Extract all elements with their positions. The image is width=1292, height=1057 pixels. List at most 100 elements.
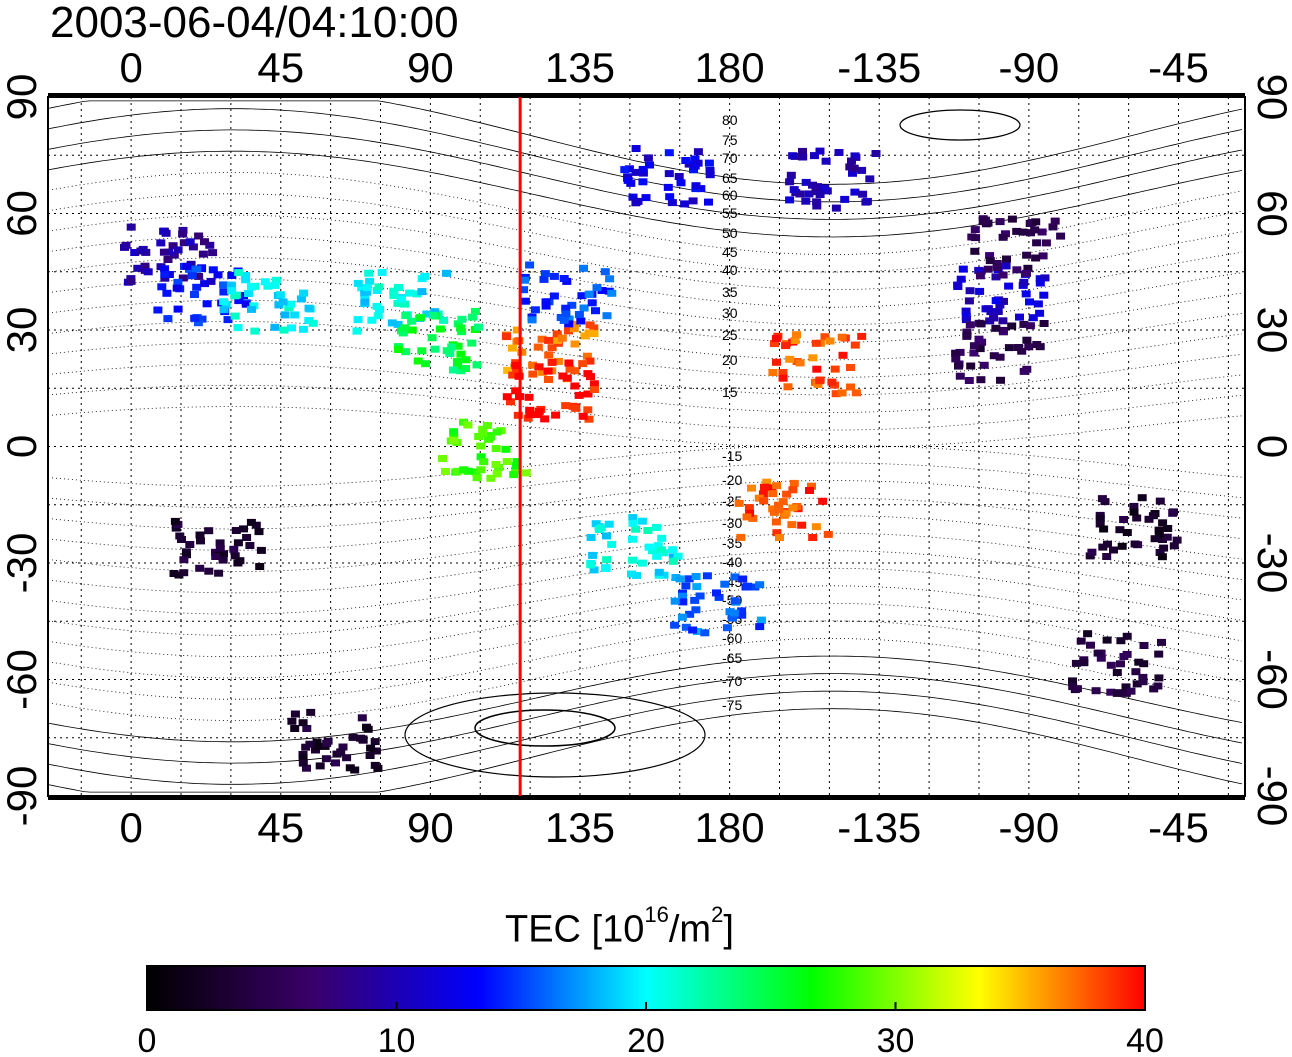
tec-data-point: [153, 306, 163, 314]
tec-data-point: [714, 593, 724, 601]
tec-data-point: [574, 311, 584, 318]
tec-data-point: [564, 359, 574, 367]
tec-data-point: [778, 498, 788, 506]
tec-data-point: [691, 573, 701, 580]
tec-data-point: [430, 345, 440, 353]
tec-data-point: [818, 497, 828, 505]
tec-data-point: [758, 490, 768, 498]
tec-data-point: [160, 274, 170, 282]
tec-data-point: [782, 490, 792, 498]
magnetic-contour-line: [47, 708, 1243, 793]
tec-data-point: [748, 514, 758, 522]
contour-label: -65: [722, 650, 742, 666]
tec-data-point: [163, 256, 173, 263]
tec-data-point: [805, 487, 814, 494]
tec-data-point: [821, 157, 831, 165]
contour-label: 20: [722, 352, 738, 368]
tec-data-point: [544, 376, 553, 383]
tec-data-point: [177, 536, 186, 543]
tec-data-point: [234, 269, 244, 277]
tec-data-point: [190, 291, 199, 298]
tec-data-point: [377, 268, 387, 276]
tec-data-point: [756, 616, 766, 624]
tec-data-point: [509, 471, 519, 479]
tec-data-point: [365, 752, 375, 759]
tec-data-point: [539, 275, 549, 283]
tec-data-point: [298, 719, 308, 727]
tec-data-point: [461, 356, 471, 364]
tec-data-point: [561, 310, 571, 318]
tec-data-point: [476, 466, 486, 474]
tec-data-point: [801, 178, 811, 186]
tec-data-point: [394, 346, 403, 353]
tec-data-point: [525, 406, 535, 414]
tec-data-point: [413, 357, 423, 365]
tec-data-point: [467, 339, 477, 347]
tec-data-point: [654, 568, 664, 576]
tec-data-point: [632, 571, 641, 579]
tec-data-point: [1072, 685, 1082, 693]
tec-data-point: [519, 286, 529, 294]
tec-data-point: [182, 551, 191, 559]
tec-data-point: [774, 506, 784, 513]
tec-data-point: [975, 287, 985, 295]
tec-data-point: [442, 347, 452, 355]
tec-data-point: [964, 297, 974, 305]
tec-data-point: [837, 389, 847, 397]
tec-data-point: [447, 343, 457, 351]
tec-data-point: [230, 312, 240, 320]
tec-data-point: [1015, 313, 1024, 321]
tec-data-point: [456, 367, 466, 375]
tec-data-point: [1122, 632, 1132, 640]
tec-data-point: [857, 166, 867, 174]
tec-data-point: [602, 532, 611, 540]
tec-data-point: [628, 514, 638, 522]
tec-data-point: [478, 425, 488, 433]
tec-data-point: [315, 762, 325, 770]
tec-data-point: [407, 317, 417, 325]
tec-data-point: [1121, 689, 1131, 697]
tec-data-point: [964, 377, 974, 384]
tec-data-point: [1106, 688, 1116, 696]
tec-data-point: [583, 370, 593, 378]
tec-data-point: [1056, 232, 1066, 240]
tec-data-point: [223, 316, 233, 324]
tec-data-point: [226, 281, 236, 289]
tec-data-point: [811, 339, 821, 347]
tec-data-point: [975, 272, 985, 280]
tec-data-point: [362, 284, 372, 292]
tec-data-point: [992, 264, 1002, 272]
tec-data-point: [534, 363, 544, 371]
tec-data-point: [233, 539, 243, 547]
tec-data-point: [995, 301, 1005, 309]
tec-data-point: [439, 316, 449, 324]
x-tick-label-bottom: 180: [695, 804, 765, 851]
x-tick-label-bottom: 45: [257, 804, 304, 851]
tec-data-point: [247, 305, 256, 313]
tec-data-point: [995, 353, 1005, 361]
tec-data-point: [778, 369, 788, 376]
tec-data-point: [1102, 553, 1112, 560]
tec-data-point: [140, 262, 150, 270]
tec-data-point: [812, 198, 822, 206]
x-tick-label-top: -135: [837, 44, 921, 91]
tec-data-point: [1031, 254, 1041, 262]
tec-data-point: [705, 171, 715, 179]
tec-data-point: [1119, 653, 1129, 660]
tec-data-point: [194, 232, 204, 240]
tec-data-point: [190, 314, 200, 322]
tec-data-point: [512, 458, 522, 466]
tec-data-point: [218, 556, 228, 564]
y-tick-label-right: 60: [1249, 190, 1292, 237]
tec-data-point: [1158, 519, 1168, 527]
tec-data-point: [1039, 320, 1049, 327]
tec-data-point: [525, 261, 535, 269]
tec-data-point: [188, 243, 198, 251]
tec-data-point: [808, 181, 817, 189]
tec-data-point: [747, 484, 756, 492]
tec-data-point: [850, 152, 860, 160]
tec-data-point: [1148, 512, 1158, 520]
tec-data-point: [161, 229, 171, 237]
tec-data-point: [453, 342, 463, 350]
tec-data-point: [1099, 525, 1109, 533]
